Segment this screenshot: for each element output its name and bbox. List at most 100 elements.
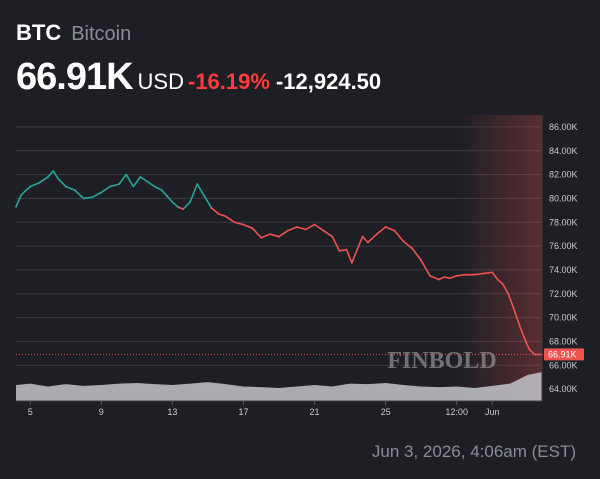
change-absolute: -12,924.50 bbox=[275, 69, 382, 94]
price-line-segment bbox=[351, 248, 358, 264]
price-line-segment bbox=[91, 191, 103, 199]
price-point bbox=[176, 205, 179, 208]
price-line-segment bbox=[166, 195, 174, 203]
price-point bbox=[73, 189, 76, 191]
price-line-segment bbox=[367, 233, 378, 244]
price-line-segment bbox=[210, 207, 220, 215]
price-line-segment bbox=[331, 235, 341, 252]
price-line-segment bbox=[448, 275, 458, 280]
price-point bbox=[64, 185, 67, 188]
price-line-segment bbox=[287, 226, 298, 232]
volume-area bbox=[16, 372, 542, 401]
last-price-tag bbox=[544, 348, 584, 361]
price-line-segment bbox=[313, 223, 325, 232]
price-point bbox=[29, 185, 32, 188]
x-tick-label: 5 bbox=[28, 407, 33, 417]
x-tick-label: 17 bbox=[238, 407, 248, 417]
price-line-segment bbox=[411, 247, 422, 262]
price-line-segment bbox=[443, 276, 451, 280]
y-tick-label: 80.00K bbox=[549, 193, 578, 203]
currency-label: USD bbox=[137, 69, 184, 94]
current-price: 66.91K bbox=[16, 56, 134, 98]
price-line-segment bbox=[528, 348, 536, 356]
price-line-segment bbox=[139, 176, 149, 183]
price-point bbox=[496, 278, 499, 281]
price-point bbox=[491, 271, 494, 274]
price-point bbox=[455, 274, 458, 277]
price-line-segment bbox=[420, 259, 431, 277]
last-price-label: 66.91K bbox=[548, 349, 577, 359]
y-tick-label: 78.00K bbox=[549, 217, 578, 227]
price-point bbox=[160, 189, 163, 191]
price-line-segment bbox=[146, 180, 156, 188]
price-line-segment bbox=[491, 271, 499, 281]
price-line-segment bbox=[402, 240, 414, 250]
price-point bbox=[448, 277, 451, 280]
price-line-segment bbox=[109, 183, 120, 188]
price-line-segment bbox=[473, 272, 485, 276]
price-line-segment bbox=[345, 248, 353, 264]
price-point bbox=[203, 195, 206, 197]
y-tick-label: 66.00K bbox=[549, 360, 578, 370]
price-point bbox=[20, 193, 23, 196]
price-line-segment bbox=[269, 233, 280, 238]
price-point bbox=[304, 228, 307, 231]
price-line-segment bbox=[233, 221, 245, 226]
x-tick-label: 12:00 bbox=[445, 407, 468, 417]
price-point bbox=[52, 170, 55, 172]
price-line-segment bbox=[384, 226, 396, 232]
price-line-segment bbox=[278, 229, 289, 238]
price-line-segment bbox=[260, 233, 271, 239]
price-point bbox=[482, 272, 485, 275]
price-point bbox=[528, 348, 531, 351]
recent-drop-highlight bbox=[460, 115, 542, 401]
price-point bbox=[47, 176, 49, 178]
price-point bbox=[125, 173, 128, 176]
price-point bbox=[233, 221, 236, 224]
price-line-segment bbox=[295, 226, 307, 231]
price-point bbox=[171, 201, 174, 203]
price-point bbox=[523, 336, 526, 339]
x-tick-label: Jun bbox=[485, 407, 500, 417]
price-point bbox=[57, 178, 60, 181]
price-line-segment bbox=[125, 173, 135, 188]
change-percent: -16.19% bbox=[188, 69, 270, 94]
y-tick-label: 86.00K bbox=[549, 122, 578, 132]
price-point bbox=[38, 182, 41, 184]
price-line-segment bbox=[482, 271, 494, 275]
price-line-segment bbox=[496, 278, 504, 286]
price-line-segment bbox=[182, 201, 191, 210]
price-line-segment bbox=[375, 226, 387, 235]
y-tick-label: 72.00K bbox=[549, 289, 578, 299]
price-line-segment bbox=[338, 248, 348, 252]
timestamp: Jun 3, 2026, 4:06am (EST) bbox=[371, 442, 576, 461]
price-point bbox=[361, 235, 364, 238]
price-point bbox=[189, 201, 192, 203]
price-point bbox=[286, 229, 289, 232]
price-point bbox=[443, 276, 446, 278]
price-line-segment bbox=[523, 337, 531, 351]
price-line-segment bbox=[64, 185, 76, 191]
price-line-segment bbox=[196, 183, 206, 197]
price-point bbox=[393, 229, 396, 232]
price-line-segment bbox=[251, 227, 263, 239]
price-point bbox=[118, 183, 120, 186]
y-tick-label: 74.00K bbox=[549, 265, 578, 275]
grid-lines bbox=[16, 126, 542, 390]
price-point bbox=[507, 292, 510, 295]
price-line-segment bbox=[82, 196, 94, 200]
price-line-segment bbox=[242, 223, 254, 230]
asset-name: Bitcoin bbox=[71, 23, 132, 45]
price-point bbox=[517, 322, 520, 325]
price-point bbox=[356, 248, 359, 251]
price-point bbox=[139, 176, 142, 178]
price-line-segment bbox=[507, 292, 515, 309]
price-point bbox=[420, 259, 423, 262]
price-point bbox=[182, 208, 184, 211]
y-axis: 86.00K 84.00K 82.00K 80.00K 78.00K 76.00K 74.0… bbox=[541, 115, 578, 401]
price-line-segment bbox=[47, 170, 55, 178]
price-line-segment bbox=[217, 213, 227, 218]
price-row: 66.91K USD -16.19% -12,924.50 bbox=[16, 56, 381, 99]
price-line-segment bbox=[361, 235, 369, 244]
